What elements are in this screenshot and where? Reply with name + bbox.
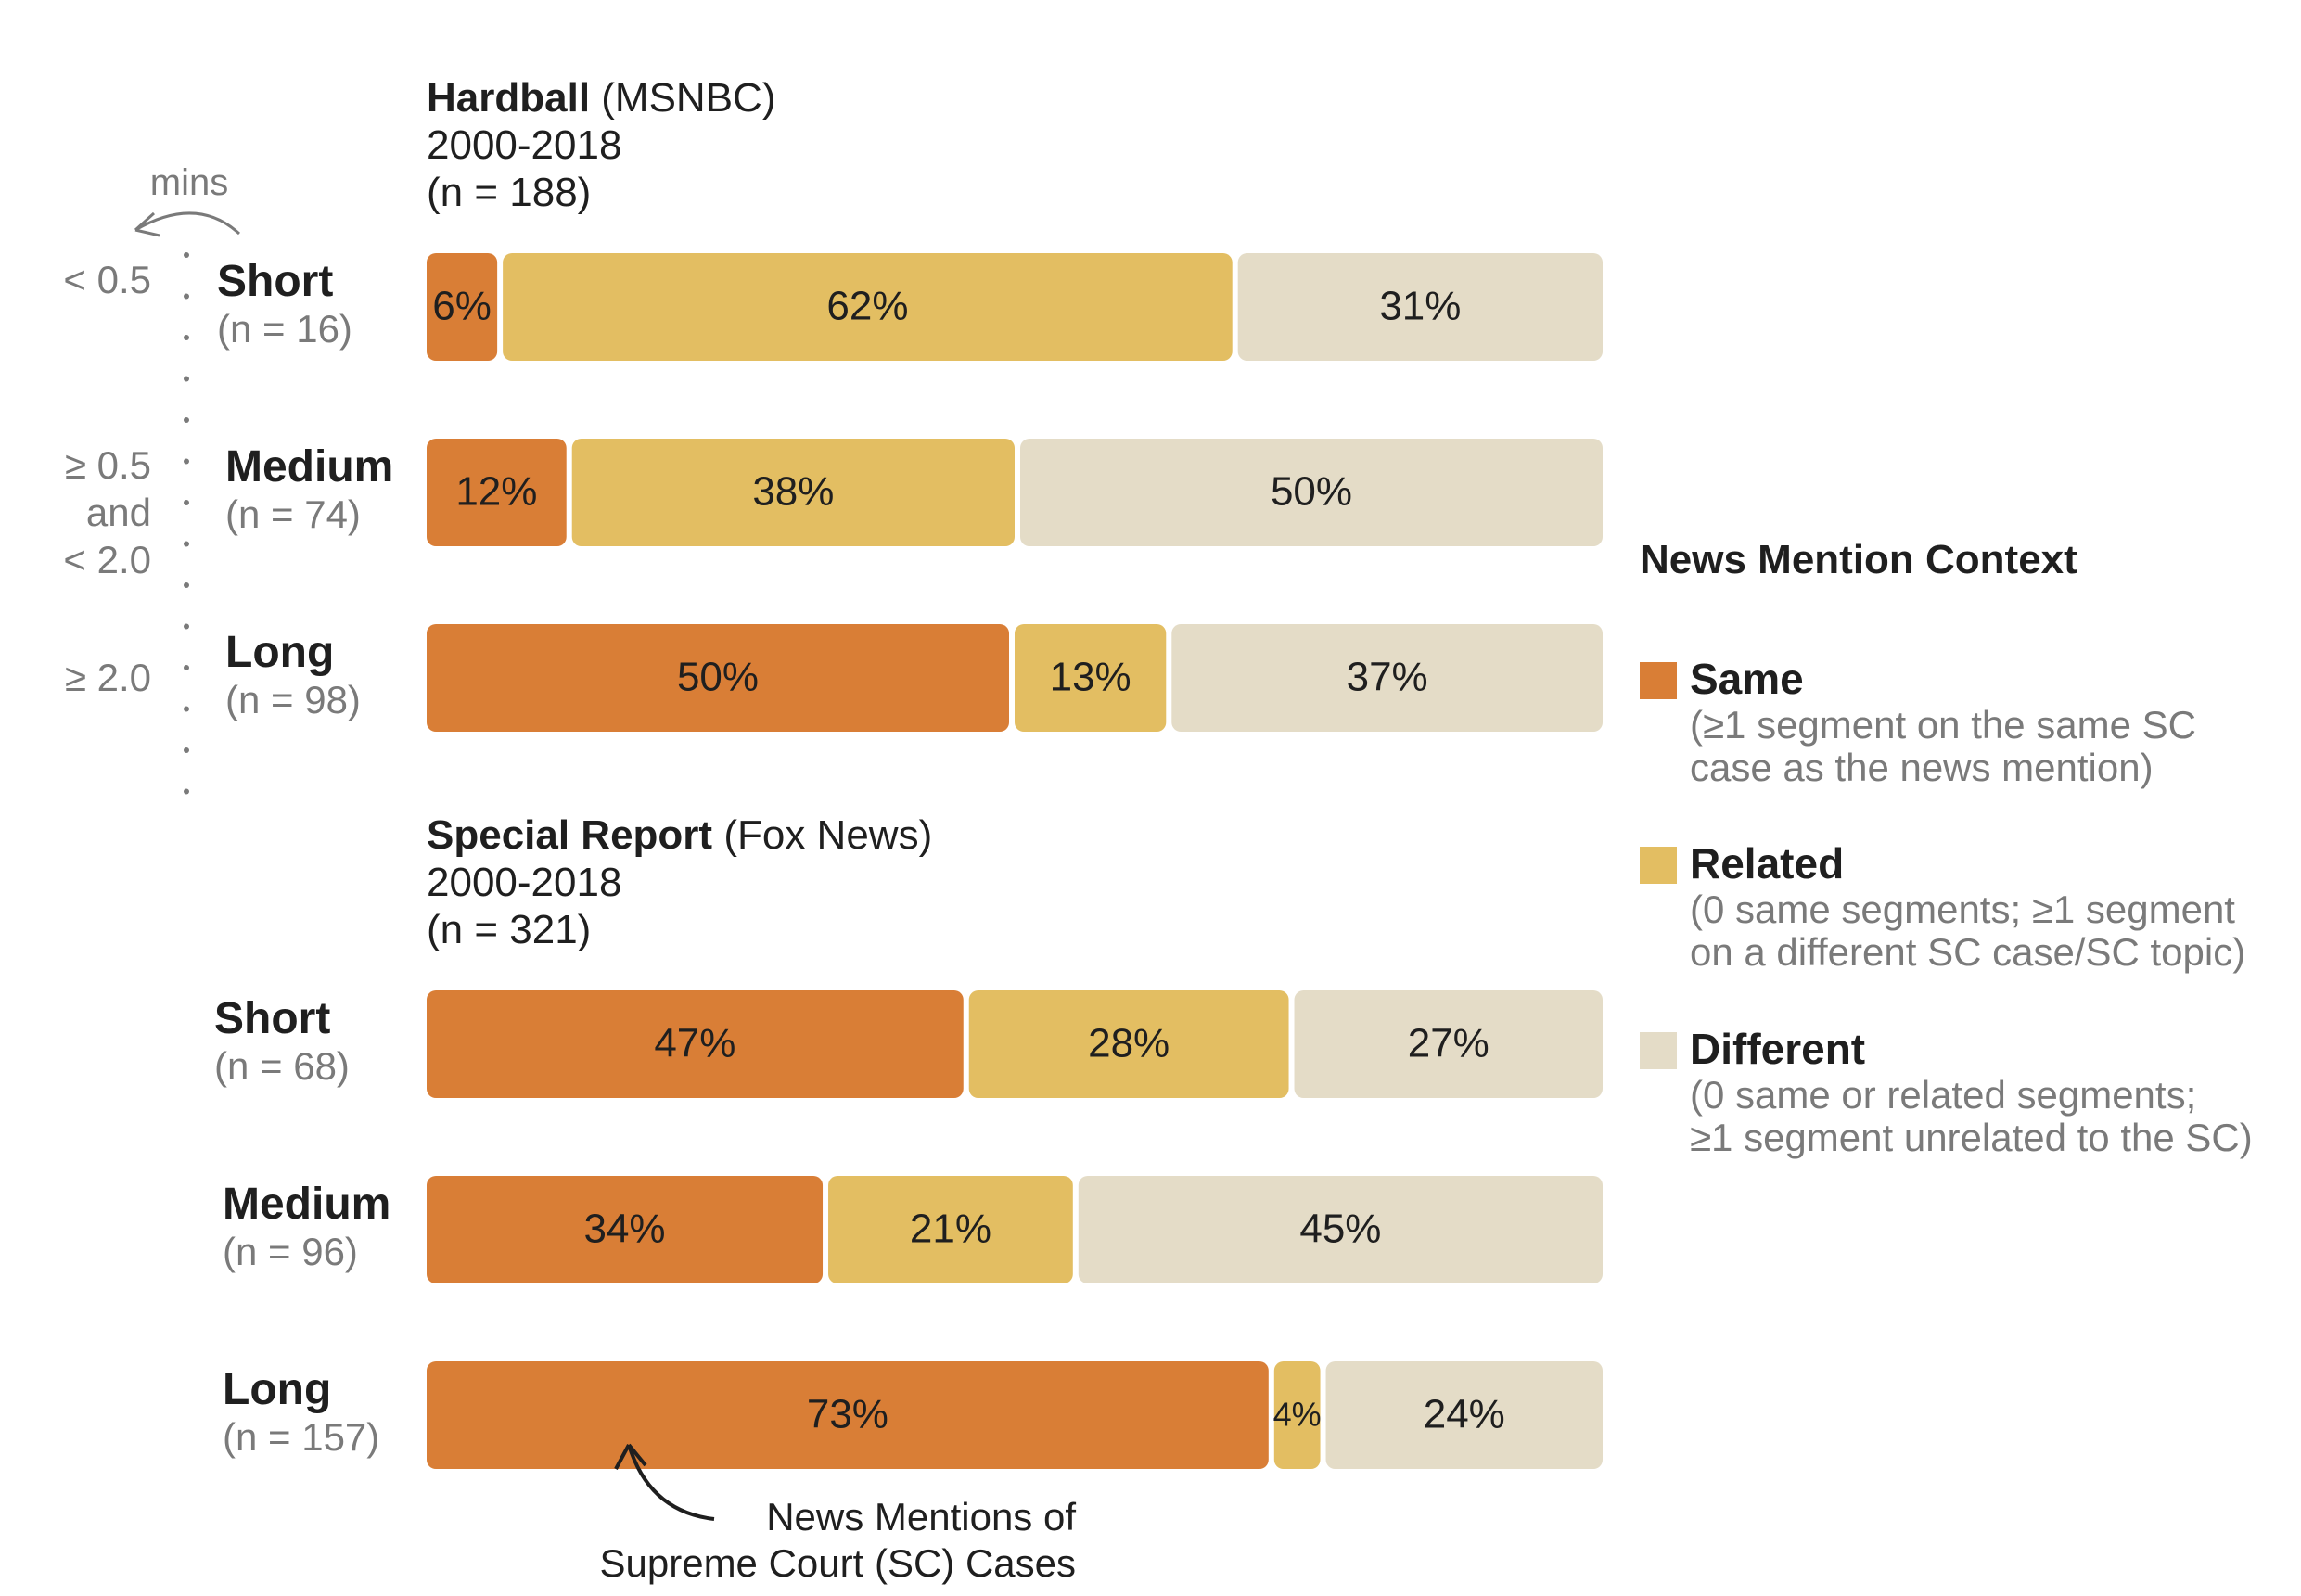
axis-dot xyxy=(184,500,189,505)
bar-segment-related xyxy=(571,439,1015,546)
row-n: (n = 96) xyxy=(223,1230,358,1273)
legend-swatch-different xyxy=(1640,1032,1677,1069)
data-label: 28% xyxy=(1088,1021,1170,1066)
bar-segment-related xyxy=(1273,1361,1321,1469)
data-label: 24% xyxy=(1424,1392,1505,1437)
data-label: 45% xyxy=(1299,1207,1381,1252)
bar-segment-same xyxy=(427,1361,1269,1469)
axis-dot xyxy=(184,293,189,300)
data-label: 21% xyxy=(910,1207,991,1252)
axis-dot xyxy=(184,706,189,712)
bar-segment-different xyxy=(1294,990,1603,1098)
group-period: 2000-2018 xyxy=(427,122,621,168)
annotation-text: News Mentions of xyxy=(766,1495,1076,1539)
legend-item-label: Different xyxy=(1690,1025,1865,1073)
axis-dot xyxy=(184,747,189,753)
annotation-arrow-curve xyxy=(627,1444,715,1521)
bar-segment-related xyxy=(503,253,1233,361)
group-n: (n = 188) xyxy=(427,170,591,215)
bar-segment-same xyxy=(427,439,567,546)
bar-segment-same xyxy=(427,1176,824,1283)
bar-segment-different xyxy=(1078,1176,1603,1283)
legend-item-label: Same xyxy=(1690,655,1804,703)
annotation-arrow-head xyxy=(614,1443,647,1470)
legend-item-description: case as the news mention) xyxy=(1690,746,2154,789)
row-n: (n = 16) xyxy=(217,307,352,351)
data-label: 13% xyxy=(1050,655,1131,700)
legend-item-description: ≥1 segment unrelated to the SC) xyxy=(1690,1116,2253,1159)
data-label: 50% xyxy=(1271,469,1352,515)
legend-title: News Mention Context xyxy=(1640,537,2077,582)
legend-swatch-same xyxy=(1640,662,1677,699)
data-label: 6% xyxy=(432,284,492,329)
row-n: (n = 68) xyxy=(214,1044,350,1088)
axis-dot xyxy=(184,623,189,630)
duration-bin-label: < 2.0 xyxy=(63,538,151,581)
row-label: Short xyxy=(217,257,333,306)
bar-segment-different xyxy=(1020,439,1603,546)
data-label: 62% xyxy=(826,284,908,329)
axis-dot xyxy=(184,788,189,795)
bar-segment-same xyxy=(427,624,1009,732)
data-label: 47% xyxy=(654,1021,735,1066)
data-label: 34% xyxy=(583,1207,665,1252)
bar-segment-same xyxy=(427,253,498,361)
bar-segment-different xyxy=(1325,1361,1603,1469)
mins-arrow-curve xyxy=(134,211,241,236)
row-label: Long xyxy=(225,628,334,677)
data-label: 27% xyxy=(1408,1021,1489,1066)
bar-segment-different xyxy=(1237,253,1603,361)
group-title: Special Report (Fox News) xyxy=(427,812,932,858)
group-title: Hardball (MSNBC) xyxy=(427,75,775,121)
bar-segment-different xyxy=(1171,624,1603,732)
row-label: Long xyxy=(223,1365,331,1414)
axis-label-mins: mins xyxy=(150,162,228,203)
row-label: Short xyxy=(214,994,330,1043)
duration-bin-label: ≥ 2.0 xyxy=(65,656,151,699)
bar-segment-related xyxy=(968,990,1289,1098)
legend-item-description: (≥1 segment on the same SC xyxy=(1690,703,2196,747)
data-label: 31% xyxy=(1379,284,1461,329)
duration-bin-label: and xyxy=(86,491,151,534)
row-n: (n = 157) xyxy=(223,1415,379,1459)
bar-segment-same xyxy=(427,990,964,1098)
legend-swatch-related xyxy=(1640,847,1677,884)
annotation-text: Supreme Court (SC) Cases xyxy=(600,1541,1077,1585)
row-n: (n = 74) xyxy=(225,492,361,536)
group-period: 2000-2018 xyxy=(427,860,621,905)
axis-dot xyxy=(184,582,189,588)
data-label: 12% xyxy=(455,469,537,515)
axis-dot xyxy=(184,252,189,258)
axis-dot xyxy=(184,376,189,382)
axis-dot xyxy=(184,458,189,465)
legend-item-label: Related xyxy=(1690,839,1844,887)
axis-dot xyxy=(184,335,189,340)
legend-item-description: (0 same segments; ≥1 segment xyxy=(1690,887,2235,931)
duration-bin-label: ≥ 0.5 xyxy=(65,443,151,487)
bar-segment-related xyxy=(1015,624,1167,732)
axis-dot xyxy=(184,541,189,547)
group-n: (n = 321) xyxy=(427,907,591,952)
data-label: 73% xyxy=(807,1392,888,1437)
legend-item-description: on a different SC case/SC topic) xyxy=(1690,930,2245,974)
bar-segment-related xyxy=(828,1176,1073,1283)
axis-dot xyxy=(184,417,189,423)
axis-dot xyxy=(184,665,189,670)
data-label: 37% xyxy=(1347,655,1428,700)
duration-bin-label: < 0.5 xyxy=(63,258,151,301)
data-label: 50% xyxy=(677,655,759,700)
mins-arrow-head xyxy=(134,211,160,237)
data-label: 38% xyxy=(752,469,834,515)
data-label: 4% xyxy=(1273,1396,1322,1434)
row-label: Medium xyxy=(225,442,393,492)
row-label: Medium xyxy=(223,1180,390,1229)
row-n: (n = 98) xyxy=(225,678,361,721)
legend-item-description: (0 same or related segments; xyxy=(1690,1073,2196,1117)
